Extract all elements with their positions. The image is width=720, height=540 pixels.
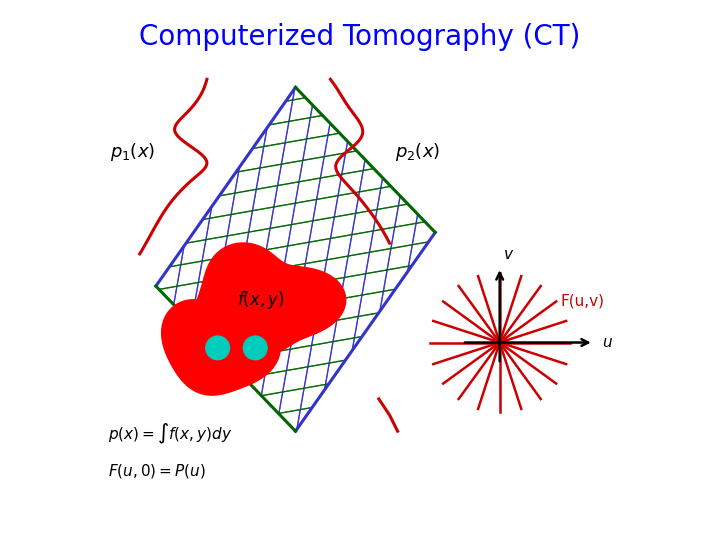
Polygon shape [162,300,280,395]
Text: $f(x,y)$: $f(x,y)$ [237,288,284,310]
Text: Computerized Tomography (CT): Computerized Tomography (CT) [139,23,581,51]
Text: $p_2(x)$: $p_2(x)$ [395,141,440,163]
Text: v: v [503,247,513,262]
Circle shape [206,336,230,360]
Polygon shape [192,243,346,353]
Circle shape [243,336,267,360]
Text: F(u,v): F(u,v) [561,294,605,309]
Text: $F(u,0) = P(u)$: $F(u,0) = P(u)$ [107,462,205,481]
Text: u: u [602,335,611,350]
Text: $p(x) = \int f(x,y)dy$: $p(x) = \int f(x,y)dy$ [107,422,232,446]
Text: $p_1(x)$: $p_1(x)$ [110,141,156,163]
